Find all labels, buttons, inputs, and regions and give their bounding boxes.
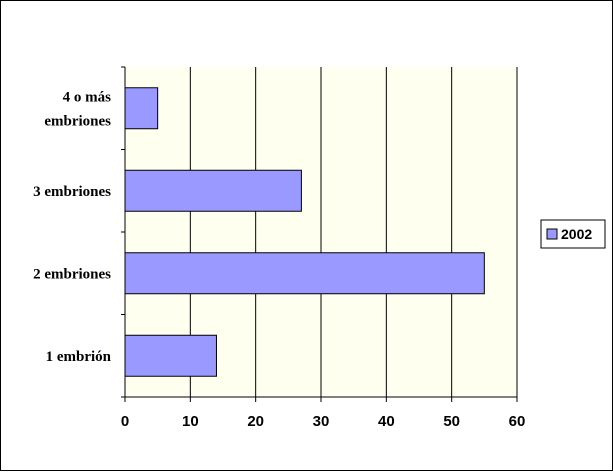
x-tick-labels: 0 10 20 30 40 50 60 [121, 413, 526, 430]
legend: 2002 [540, 219, 606, 249]
x-tick-label: 40 [378, 413, 395, 430]
category-labels: 1 embrión 2 embriones 3 embriones 4 o más em… [33, 89, 112, 365]
legend-swatch [546, 228, 558, 240]
x-tick-label: 50 [443, 413, 460, 430]
category-label-line: 4 o más [63, 89, 111, 105]
x-tick-label: 10 [182, 413, 199, 430]
category-label-line: 3 embriones [33, 184, 111, 200]
category-label-line: 2 embriones [33, 266, 111, 282]
bar [124, 252, 485, 295]
bars [124, 87, 485, 377]
category-label: 2 embriones [33, 266, 111, 282]
x-tick-label: 20 [247, 413, 264, 430]
x-tick-label: 0 [121, 413, 129, 430]
legend-label: 2002 [561, 226, 592, 242]
y-axis-ticks [121, 66, 125, 398]
gridlines [124, 67, 518, 402]
category-label-line: 1 embrión [46, 349, 112, 365]
bar [124, 87, 159, 130]
x-tick-label: 60 [509, 413, 526, 430]
category-label: 4 o más embriones [44, 89, 111, 129]
category-label: 3 embriones [33, 184, 111, 200]
bar [124, 169, 302, 212]
category-label-line: embriones [44, 113, 111, 129]
x-tick-label: 30 [313, 413, 330, 430]
category-label: 1 embrión [46, 349, 112, 365]
bar [124, 334, 217, 377]
